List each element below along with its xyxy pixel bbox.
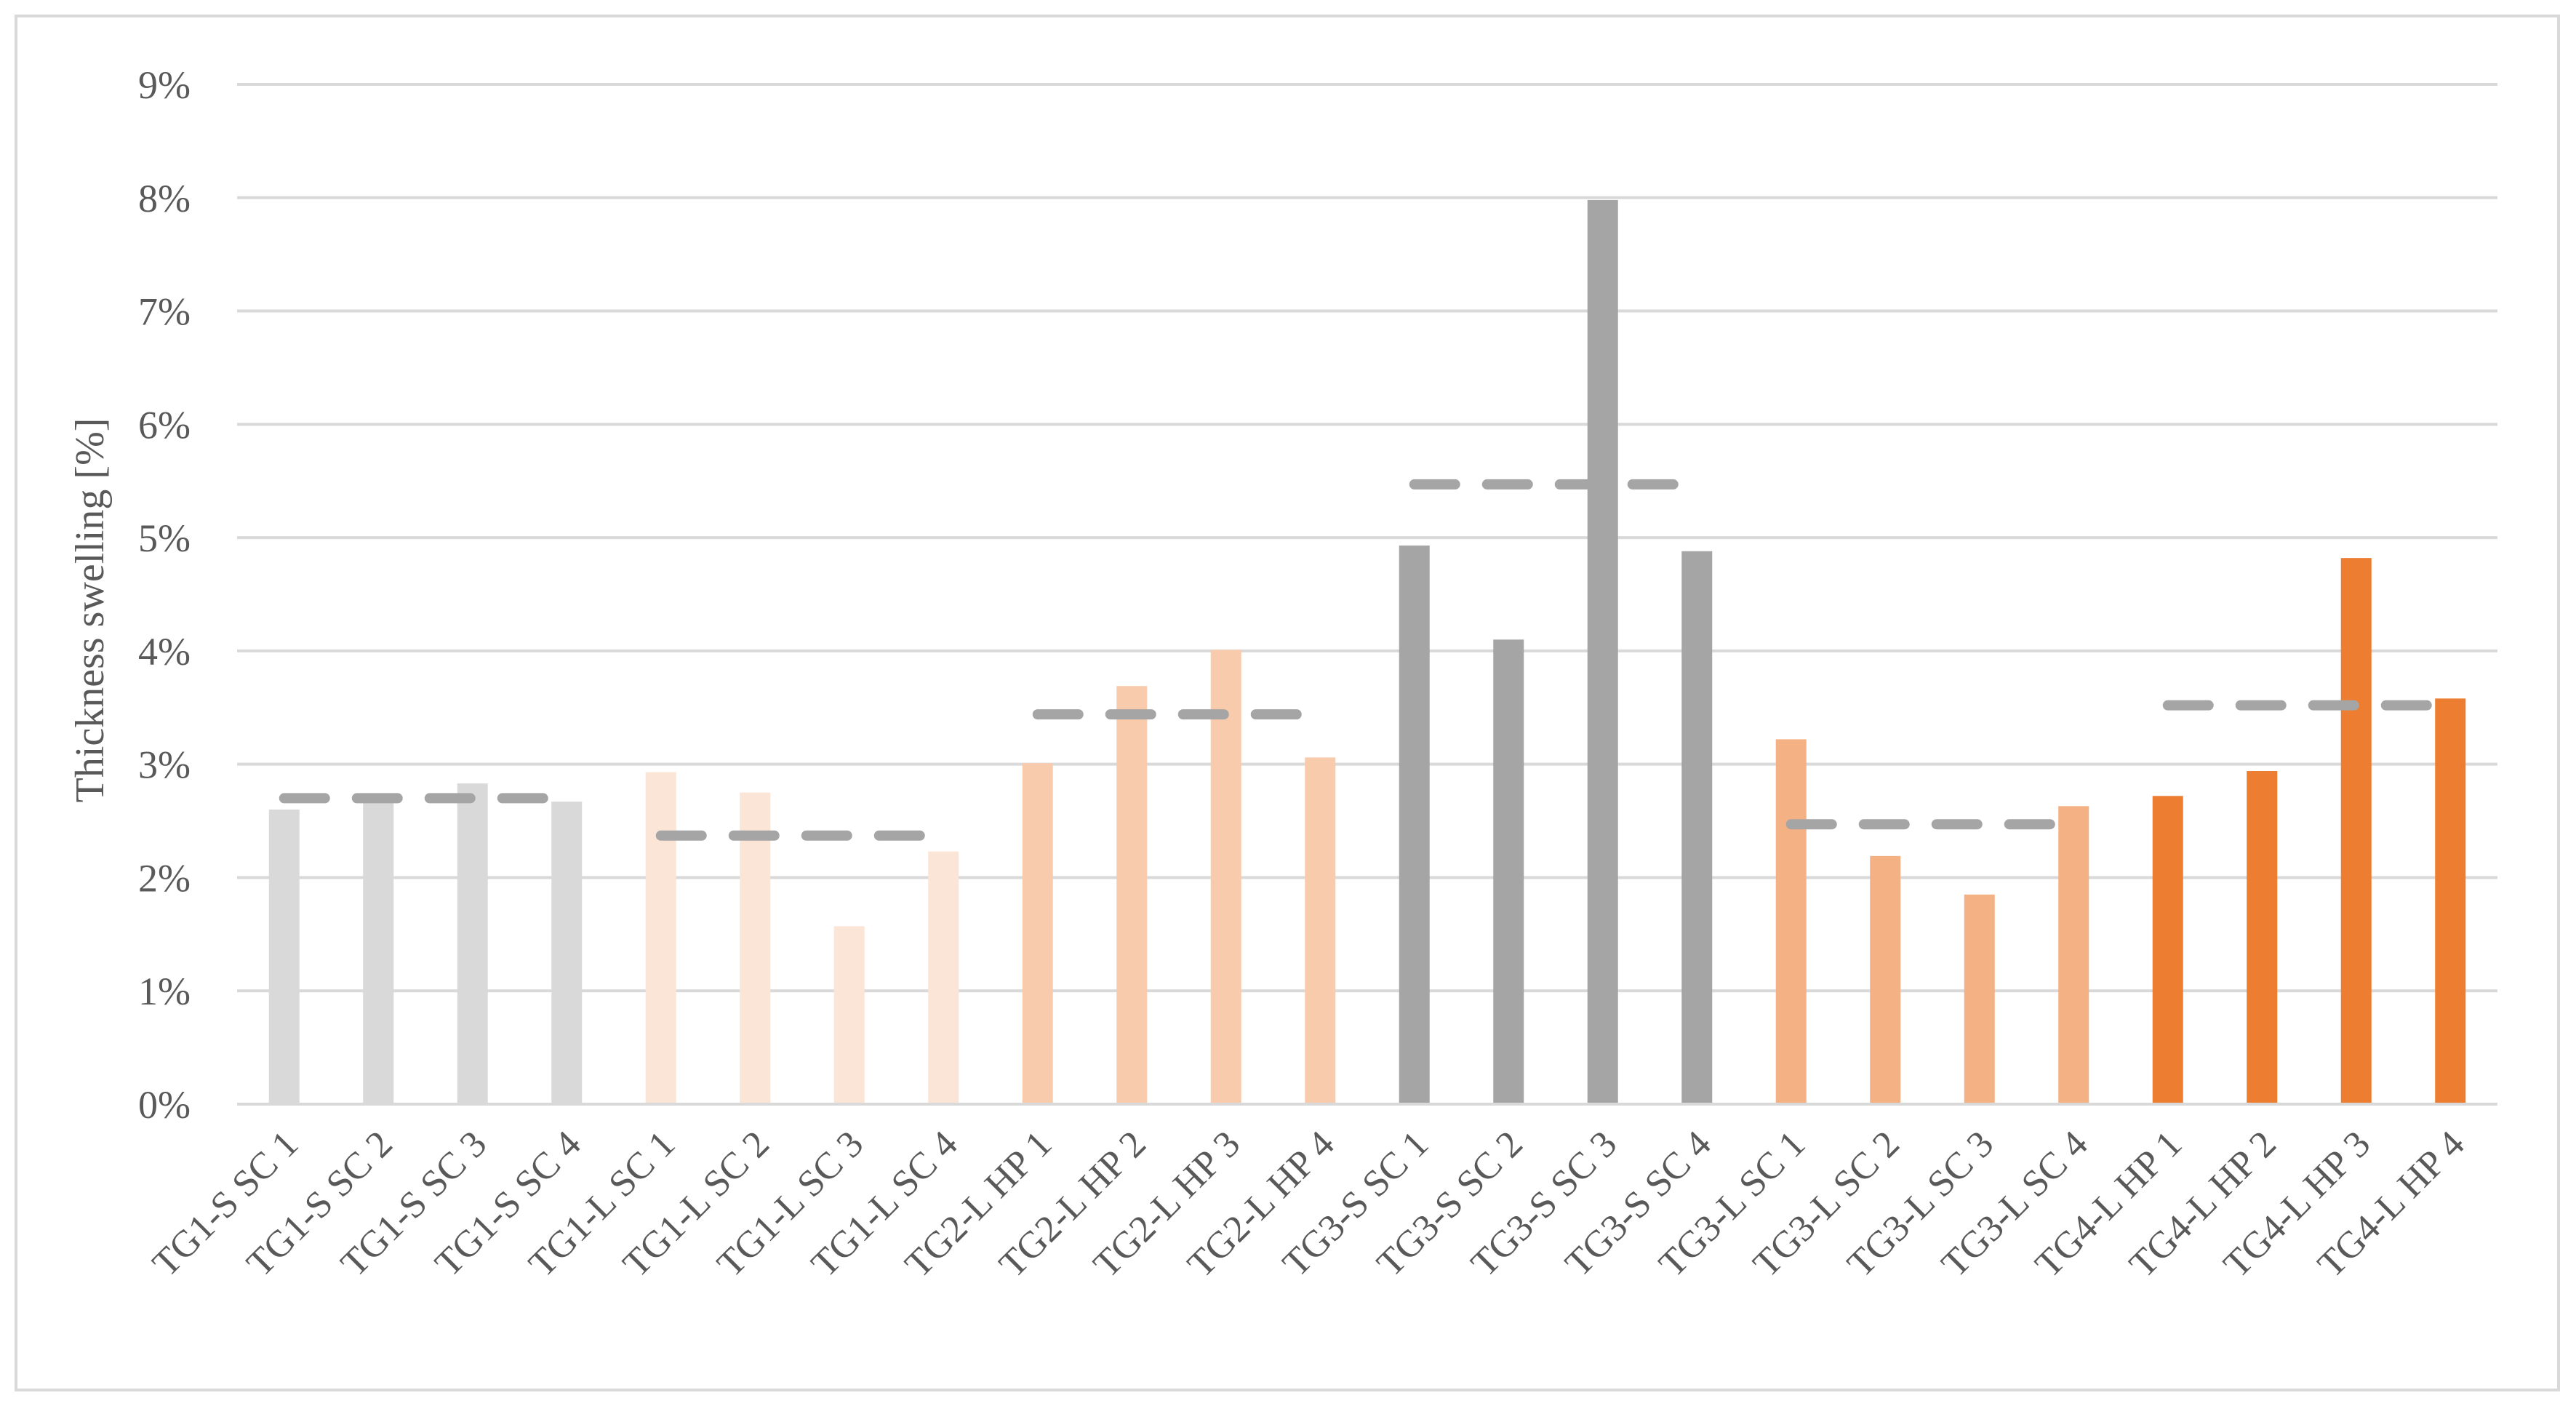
bars [268,199,2466,1104]
bar [2247,771,2278,1104]
y-tick-label: 4% [138,630,191,674]
y-axis-title: Thickness swelling [%] [68,418,113,803]
y-tick-label: 9% [138,63,191,107]
y-tick-label: 6% [138,403,191,447]
bar [1493,639,1524,1104]
bar [740,792,771,1104]
y-tick-label: 5% [138,516,191,560]
bar [2435,698,2466,1104]
bar [1775,739,1807,1104]
bar [2058,806,2089,1104]
bar [2152,796,2183,1104]
y-tick-label: 8% [138,177,191,220]
bar [2340,558,2372,1104]
bar [1399,546,1430,1104]
y-tick-label: 3% [138,743,191,787]
bar [457,783,488,1104]
group-mean-lines [279,479,2456,841]
y-tick-label: 7% [138,290,191,334]
y-tick-label: 0% [138,1083,191,1127]
bar [1305,757,1336,1104]
bar [1870,855,1901,1104]
bar [928,851,959,1104]
bar [1587,199,1618,1104]
chart-frame: 0% 1% 2% 3% 4% 5% 6% 7% 8% 9% TG1-S SC 1 TG1-S SC … [15,15,2560,1391]
bar [363,798,394,1104]
bar [1681,551,1713,1104]
bar [645,772,676,1104]
bar [1022,763,1053,1104]
gridlines [237,83,2497,993]
bar [1964,894,1995,1104]
bar [833,926,865,1104]
y-tick-label: 1% [138,970,191,1013]
bar [551,802,583,1104]
bar [268,809,300,1104]
y-tick-label: 2% [138,856,191,900]
y-axis-ticks: 0% 1% 2% 3% 4% 5% 6% 7% 8% 9% [138,63,191,1127]
bar [1210,650,1241,1104]
bar [1116,686,1148,1104]
